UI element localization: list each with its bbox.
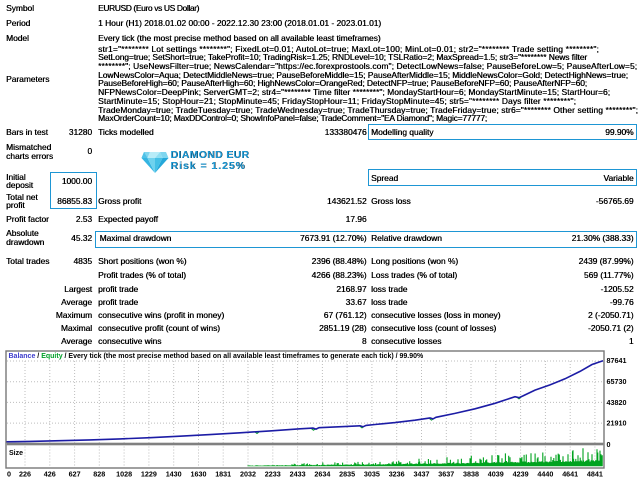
svg-text:2634: 2634 xyxy=(314,469,330,478)
svg-text:3637: 3637 xyxy=(438,469,454,478)
svg-text:2835: 2835 xyxy=(339,469,355,478)
svg-text:0: 0 xyxy=(607,440,611,449)
svg-text:426: 426 xyxy=(44,469,56,478)
svg-text:1630: 1630 xyxy=(191,469,207,478)
svg-text:2433: 2433 xyxy=(290,469,306,478)
svg-text:Balance / Equity / Every tick: Balance / Equity / Every tick (the most … xyxy=(9,353,425,360)
svg-text:0: 0 xyxy=(7,469,11,478)
svg-text:828: 828 xyxy=(93,469,105,478)
svg-text:1831: 1831 xyxy=(215,469,231,478)
svg-text:2032: 2032 xyxy=(240,469,256,478)
svg-text:627: 627 xyxy=(69,469,81,478)
svg-text:87641: 87641 xyxy=(607,356,627,365)
svg-text:65730: 65730 xyxy=(607,377,627,386)
svg-text:4841: 4841 xyxy=(587,469,603,478)
svg-text:4239: 4239 xyxy=(513,469,529,478)
svg-text:1028: 1028 xyxy=(116,469,132,478)
svg-text:4039: 4039 xyxy=(488,469,504,478)
svg-text:4440: 4440 xyxy=(537,469,553,478)
svg-text:226: 226 xyxy=(19,469,31,478)
svg-text:1229: 1229 xyxy=(141,469,157,478)
svg-text:3035: 3035 xyxy=(364,469,380,478)
svg-text:1430: 1430 xyxy=(166,469,182,478)
svg-text:2233: 2233 xyxy=(265,469,281,478)
svg-text:3437: 3437 xyxy=(414,469,430,478)
svg-text:21910: 21910 xyxy=(607,419,627,428)
svg-text:4641: 4641 xyxy=(562,469,578,478)
svg-text:Size: Size xyxy=(9,450,23,457)
svg-text:43820: 43820 xyxy=(607,398,627,407)
svg-text:3236: 3236 xyxy=(389,469,405,478)
svg-text:3838: 3838 xyxy=(463,469,479,478)
